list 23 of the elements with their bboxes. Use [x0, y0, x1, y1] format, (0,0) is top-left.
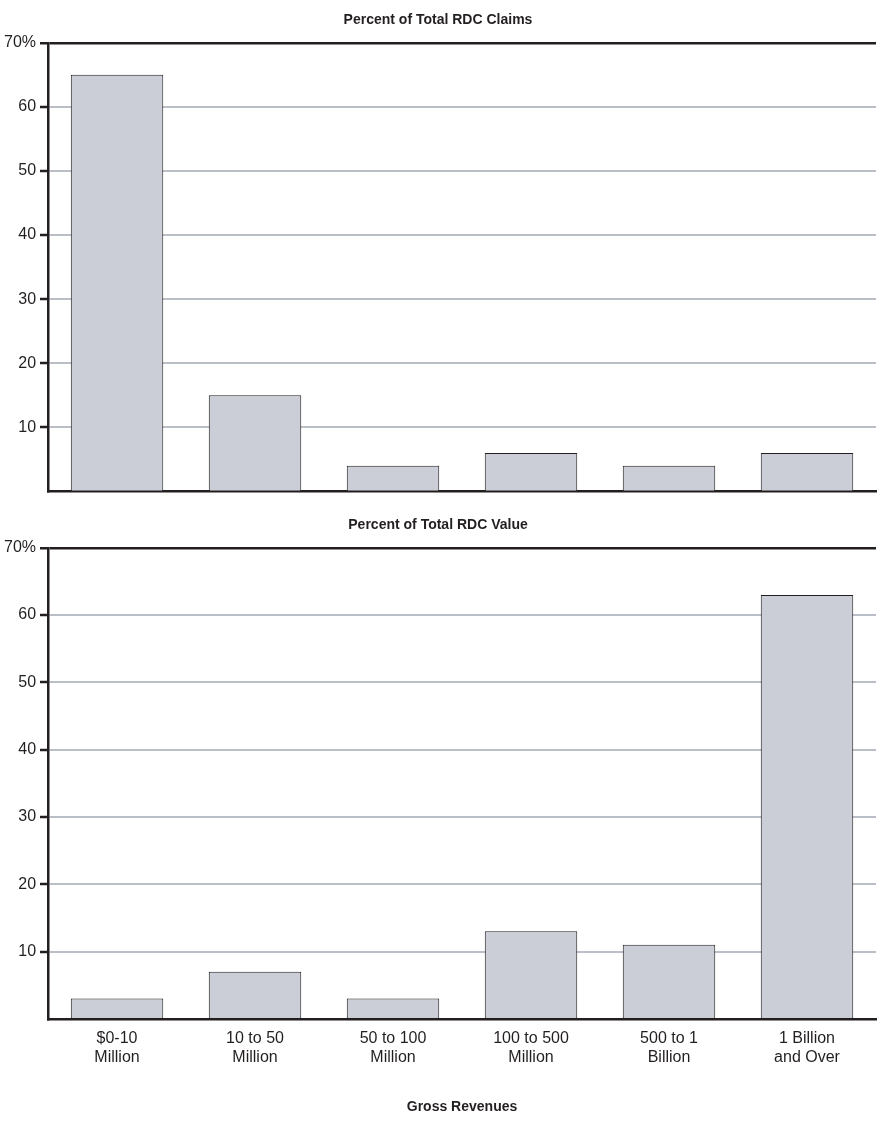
x-axis-title: Gross Revenues	[406, 1098, 518, 1115]
x-tick-label: 1 Billion and Over	[774, 1028, 841, 1066]
y-tick-label: 60	[18, 605, 37, 623]
y-tick-label: 70%	[3, 33, 37, 51]
y-tick-label: 40	[18, 225, 37, 243]
x-tick-label: 500 to 1 Billion	[640, 1028, 699, 1066]
x-tick-label: $0-10 Million	[94, 1028, 140, 1066]
y-tick-label: 30	[18, 289, 37, 307]
y-tick-label: 50	[18, 161, 37, 179]
y-tick-label: 10	[18, 941, 37, 959]
y-tick-label: 20	[18, 353, 37, 371]
x-tick-label: 50 to 100 Million	[359, 1028, 427, 1066]
x-tick-label: 10 to 50 Million	[226, 1028, 285, 1066]
x-tick-label: 100 to 500 Million	[493, 1028, 569, 1066]
chart-title: Percent of Total RDC Value	[348, 516, 528, 533]
y-tick-label: 10	[18, 417, 37, 435]
y-tick-label: 50	[18, 672, 37, 690]
chart-title: Percent of Total RDC Claims	[343, 11, 533, 28]
y-tick-label: 30	[18, 807, 37, 825]
y-tick-label: 20	[18, 874, 37, 892]
y-tick-label: 40	[18, 740, 37, 758]
y-tick-label: 70%	[3, 538, 37, 556]
y-tick-label: 60	[18, 97, 37, 115]
